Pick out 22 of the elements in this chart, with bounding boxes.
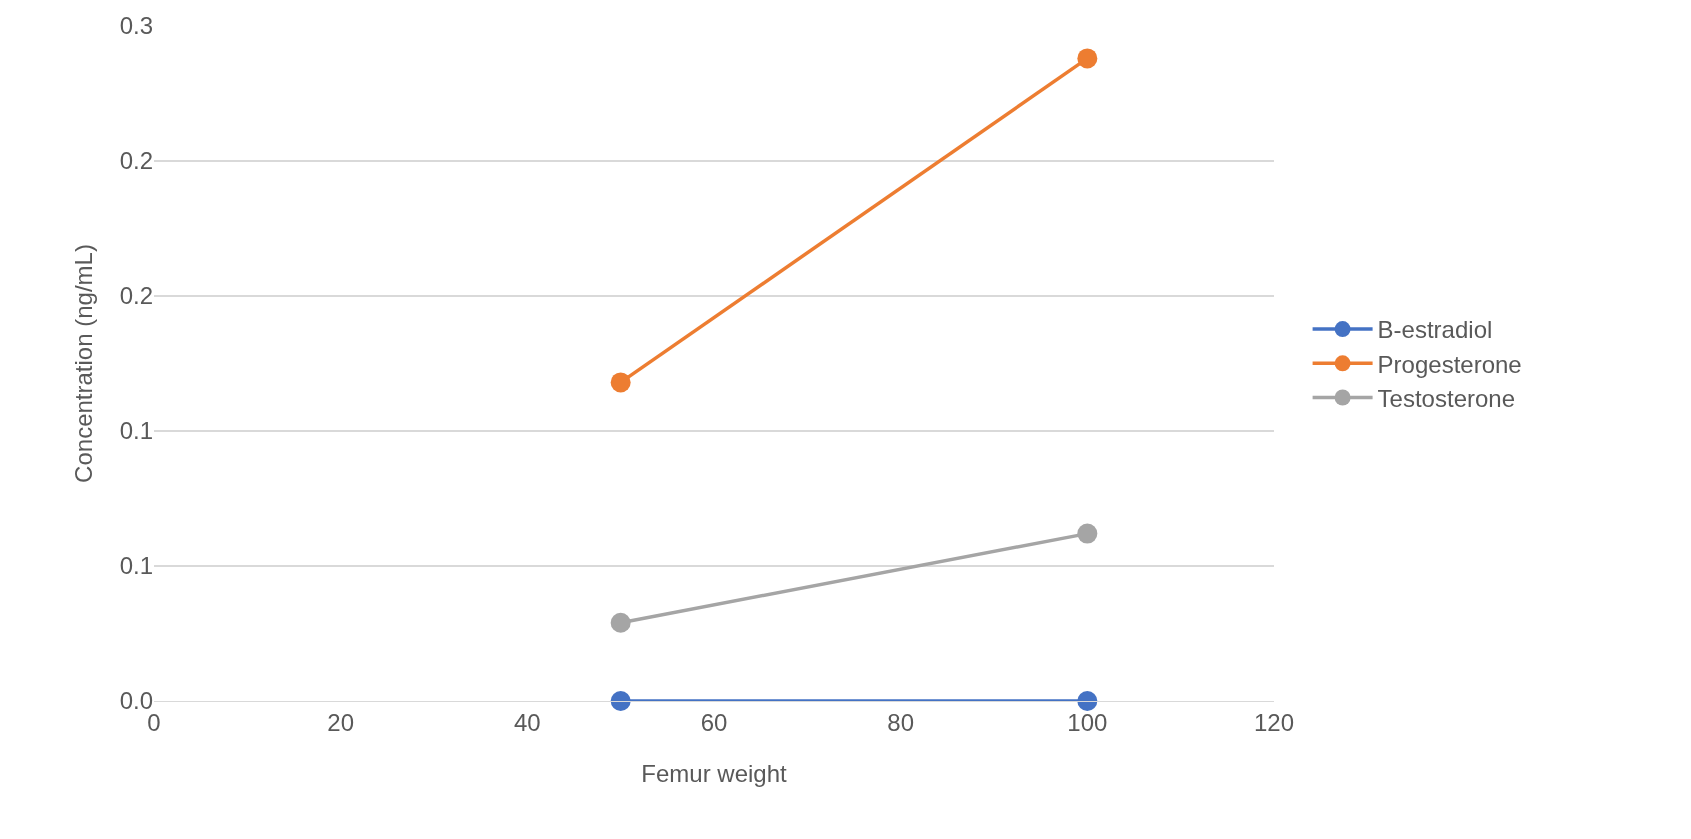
x-tick-label: 40: [513, 708, 541, 736]
point: [1077, 523, 1098, 544]
legend-label: Testosterone: [1377, 384, 1516, 412]
point: [610, 691, 631, 711]
x-tick-label: 20: [327, 708, 355, 736]
x-tick-label: 80: [887, 708, 915, 736]
y-tick-label: 0.2: [119, 282, 153, 310]
x-axis-title: Femur weight: [641, 760, 788, 788]
point: [610, 612, 631, 633]
legend-label: Progesterone: [1377, 350, 1522, 378]
y-tick-label: 0.2: [119, 147, 153, 175]
legend-label: B-estradiol: [1377, 316, 1493, 344]
y-tick-label: 0.1: [119, 552, 153, 580]
y-axis-title: Concentration (ng/mL): [69, 244, 97, 483]
y-tick-label: 0.1: [119, 417, 153, 445]
x-tick-label: 60: [700, 708, 728, 736]
y-tick-label: 0.3: [119, 12, 153, 40]
x-tick-label: 100: [1067, 708, 1108, 736]
x-tick-label: 120: [1253, 708, 1295, 736]
point: [610, 372, 631, 393]
point: [1077, 48, 1098, 69]
point: [1077, 691, 1098, 711]
